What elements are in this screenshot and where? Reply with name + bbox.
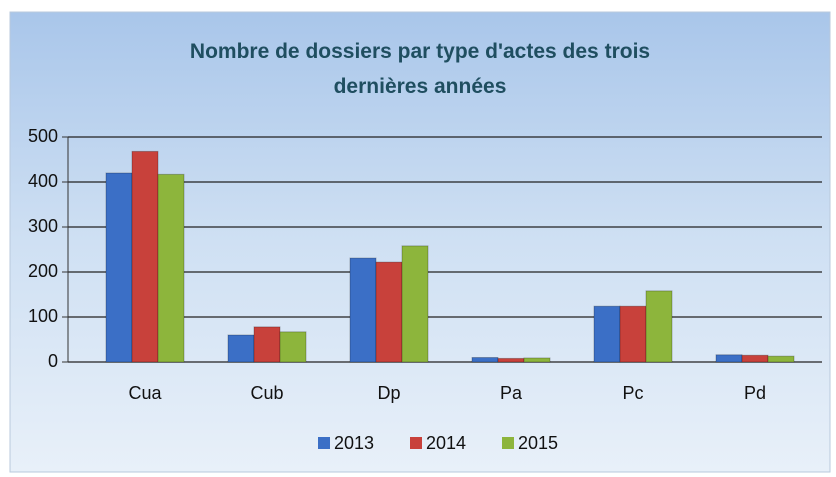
y-tick-label: 400 (28, 171, 58, 191)
legend-swatch (410, 437, 422, 449)
bar (523, 357, 551, 363)
bar (375, 261, 403, 363)
bar (105, 172, 133, 363)
bar (619, 305, 647, 363)
chart-title: Nombre de dossiers par type d'actes des … (189, 40, 651, 98)
bar (131, 150, 159, 363)
bar (593, 305, 621, 363)
y-tick-label: 200 (28, 261, 58, 281)
x-tick-label: Pa (500, 383, 523, 403)
bar (157, 173, 185, 363)
x-tick-label: Cub (250, 383, 283, 403)
legend-label: 2015 (518, 433, 558, 453)
legend-label: 2013 (334, 433, 374, 453)
bar (279, 331, 307, 363)
x-tick-label: Pd (744, 383, 766, 403)
legend-swatch (318, 437, 330, 449)
bar (741, 354, 769, 363)
x-tick-label: Pc (622, 383, 643, 403)
y-tick-label: 0 (48, 351, 58, 371)
x-tick-label: Dp (377, 383, 400, 403)
bar (645, 290, 673, 363)
bar (715, 354, 743, 363)
y-tick-label: 100 (28, 306, 58, 326)
y-tick-label: 500 (28, 126, 58, 146)
y-tick-label: 300 (28, 216, 58, 236)
bar (401, 245, 429, 363)
x-tick-label: Cua (128, 383, 162, 403)
bar (497, 357, 525, 363)
bar (253, 326, 281, 363)
bar (227, 334, 255, 363)
legend-label: 2014 (426, 433, 466, 453)
bar (349, 257, 377, 363)
legend-swatch (502, 437, 514, 449)
bar (767, 355, 795, 363)
bar (471, 357, 499, 363)
